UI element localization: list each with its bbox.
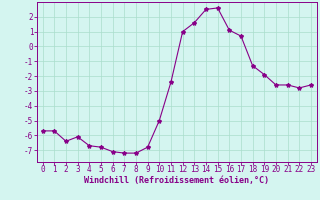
X-axis label: Windchill (Refroidissement éolien,°C): Windchill (Refroidissement éolien,°C) (84, 176, 269, 185)
